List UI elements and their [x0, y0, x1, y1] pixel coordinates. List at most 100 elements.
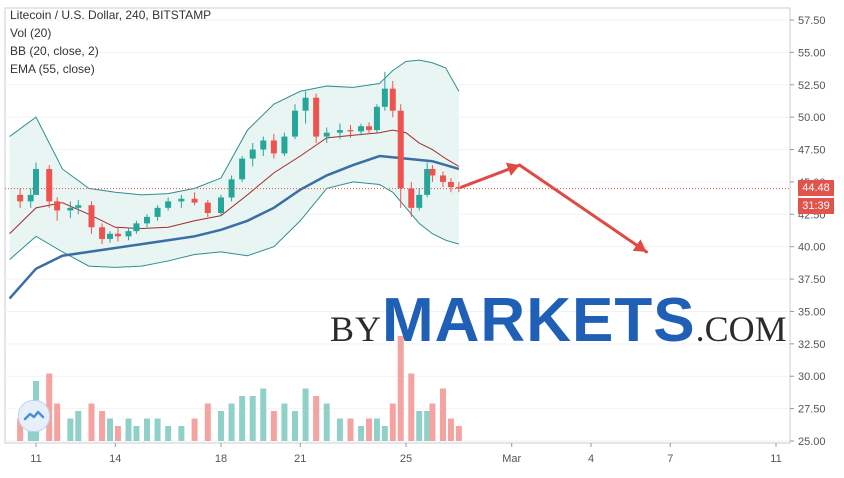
candle-body — [191, 198, 198, 203]
candles — [17, 71, 462, 245]
volume-bar — [347, 418, 354, 441]
volume-bar — [178, 426, 185, 441]
volume-bar — [75, 411, 82, 441]
candle-body — [114, 233, 121, 237]
watermark-by: BY — [330, 309, 383, 349]
watermark-markets: MARKETS — [382, 286, 696, 355]
candle-body — [313, 97, 320, 137]
last-price-tag: 44.48 — [798, 180, 834, 196]
candle-body — [27, 194, 34, 202]
time-tick-label: 18 — [215, 453, 227, 465]
price-tick-label: 50.00 — [798, 112, 826, 124]
candle-body — [54, 201, 61, 211]
volume-bar — [125, 418, 132, 441]
price-tick-label: 32.50 — [798, 339, 826, 351]
volume-bar — [27, 426, 34, 441]
time-tick-label: 11 — [770, 453, 781, 465]
price-tick-label: 40.00 — [798, 242, 826, 254]
candle-body — [125, 231, 132, 237]
price-tick-label: 52.50 — [798, 80, 826, 92]
candle-body — [358, 126, 365, 132]
volume-bar — [99, 411, 106, 441]
volume-bar — [144, 418, 150, 441]
legend-ema: EMA (55, close) — [10, 62, 95, 76]
tradingview-logo-icon[interactable] — [18, 400, 50, 432]
watermark-logo: BYMARKETS.COM — [330, 285, 787, 356]
arrow-head — [505, 162, 520, 176]
bb-mid-line — [9, 129, 460, 235]
candle-body — [270, 140, 277, 154]
volume-bar — [114, 426, 121, 441]
volume-bar — [323, 403, 330, 441]
candle-body — [17, 194, 24, 202]
watermark-com: .COM — [695, 309, 787, 349]
bb-lower-line — [9, 181, 459, 268]
candle-body — [323, 132, 330, 137]
legend-volume: Vol (20) — [10, 26, 52, 40]
candle-body — [389, 88, 396, 111]
time-tick-label: 25 — [400, 453, 412, 465]
volume-bar — [313, 396, 320, 441]
volume-bar — [424, 411, 431, 441]
volume-bar — [260, 388, 267, 441]
candle-body — [281, 136, 288, 154]
volume-bar — [270, 411, 277, 441]
legend-bollinger: BB (20, close, 2) — [10, 44, 99, 58]
candle-body — [366, 126, 372, 131]
volume-bar — [429, 403, 436, 441]
price-tick-label: 35.00 — [798, 306, 826, 318]
arrow-head — [632, 239, 647, 252]
volume-bar — [17, 418, 24, 441]
price-tick-label: 30.00 — [798, 371, 826, 383]
volume-bar — [358, 426, 365, 441]
volume-bar — [46, 373, 53, 441]
volume-bar — [336, 418, 343, 441]
countdown-tag: 31:39 — [798, 198, 834, 214]
volume-bar — [397, 336, 404, 441]
bb-fill — [9, 60, 459, 268]
candle-body — [75, 205, 82, 208]
volume-bar — [154, 418, 161, 441]
volume-bar — [416, 411, 423, 441]
candle-body — [99, 227, 106, 239]
bollinger-bands — [9, 59, 460, 268]
volume-bar — [204, 403, 211, 441]
volume-bar — [107, 418, 113, 441]
volume-bar — [218, 411, 224, 441]
candle-body — [347, 130, 354, 132]
volume-bar — [373, 418, 380, 441]
candle-body — [204, 202, 211, 214]
candle-body — [447, 181, 454, 188]
candle-body — [424, 168, 431, 195]
annotation-arrows — [460, 162, 648, 254]
price-tick-label: 37.50 — [798, 274, 826, 286]
candle-body — [46, 168, 53, 202]
candle-body — [107, 233, 113, 239]
price-tick-label: 27.50 — [798, 404, 826, 416]
legend-title: Litecoin / U.S. Dollar, 240, BITSTAMP — [10, 8, 212, 22]
candle-body — [133, 223, 140, 232]
candle-body — [33, 168, 39, 195]
volume-bar — [191, 418, 198, 441]
volume-bar — [88, 403, 95, 441]
price-tick-label: 55.00 — [798, 47, 826, 59]
volume-bar — [302, 388, 309, 441]
time-tick-label: 14 — [109, 453, 121, 465]
volume-bar — [292, 411, 298, 441]
candle-body — [67, 207, 74, 211]
volume-bar — [281, 403, 288, 441]
bb-upper-line — [9, 59, 460, 196]
candle-body — [154, 207, 161, 217]
time-tick-label: 7 — [667, 453, 673, 465]
candle-body — [165, 201, 172, 208]
candle-body — [218, 197, 224, 214]
candle-body — [408, 188, 415, 208]
volume-bar — [455, 426, 462, 441]
volume-layer — [17, 336, 462, 441]
candle-body — [397, 110, 404, 189]
ema-55-line — [8, 154, 460, 300]
volume-bar — [228, 403, 235, 441]
candle-body — [144, 216, 150, 224]
candle-body — [239, 158, 246, 180]
